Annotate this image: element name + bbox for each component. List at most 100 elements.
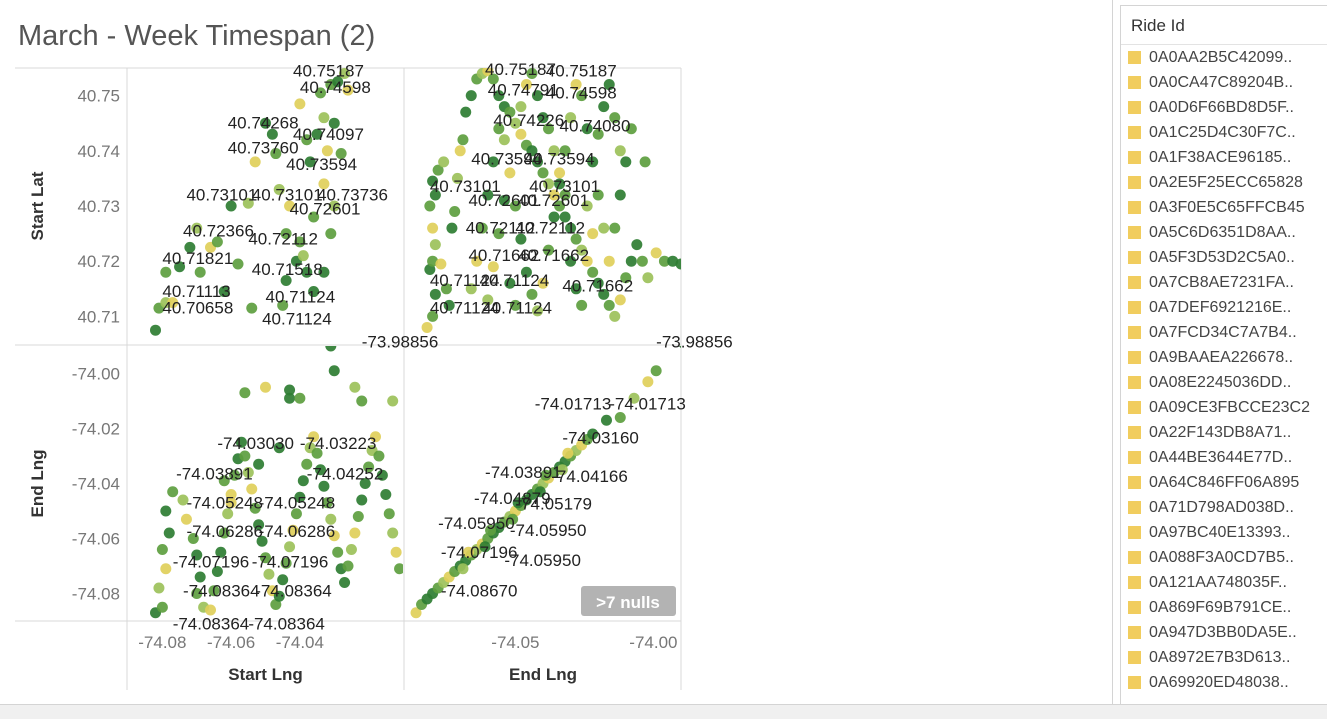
legend-item[interactable]: 0A7DEF6921216E.. bbox=[1121, 295, 1327, 320]
bottom-scrollbar[interactable] bbox=[0, 704, 1327, 719]
nulls-badge[interactable] bbox=[581, 586, 676, 616]
scatter-point[interactable] bbox=[421, 321, 433, 333]
scatter-point[interactable] bbox=[614, 412, 626, 423]
scatter-point[interactable] bbox=[509, 299, 521, 311]
scatter-point[interactable] bbox=[592, 277, 604, 289]
scatter-point[interactable] bbox=[211, 566, 223, 577]
scatter-point[interactable] bbox=[308, 286, 320, 298]
scatter-point[interactable] bbox=[512, 497, 524, 509]
scatter-point[interactable] bbox=[543, 123, 555, 135]
scatter-point[interactable] bbox=[160, 563, 172, 575]
scatter-point[interactable] bbox=[239, 450, 251, 462]
scatter-point[interactable] bbox=[256, 535, 268, 547]
legend-item[interactable]: 0A64C846FF06A895 bbox=[1121, 470, 1327, 495]
scatter-point[interactable] bbox=[342, 560, 354, 572]
scatter-point[interactable] bbox=[471, 255, 483, 267]
scatter-point[interactable] bbox=[678, 338, 689, 349]
scatter-point[interactable] bbox=[363, 461, 375, 473]
scatter-point[interactable] bbox=[600, 414, 612, 426]
scatter-point[interactable] bbox=[260, 552, 271, 564]
scatter-point[interactable] bbox=[520, 79, 532, 91]
scatter-point[interactable] bbox=[294, 98, 306, 110]
scatter-point[interactable] bbox=[515, 233, 527, 245]
legend-list[interactable]: 0A0AA2B5C42099.. 0A0CA47C89204B.. 0A0D6F66… bbox=[1121, 45, 1327, 695]
scatter-point[interactable] bbox=[284, 384, 296, 396]
scatter-point[interactable] bbox=[222, 508, 234, 520]
scatter-point[interactable] bbox=[225, 200, 237, 212]
scatter-point[interactable] bbox=[160, 266, 172, 278]
scatter-point[interactable] bbox=[191, 222, 203, 234]
scatter-point[interactable] bbox=[332, 546, 344, 558]
scatter-point[interactable] bbox=[328, 200, 340, 212]
scatter-point[interactable] bbox=[598, 288, 610, 300]
scatter-point[interactable] bbox=[556, 464, 568, 476]
scatter-point[interactable] bbox=[650, 365, 662, 377]
legend-item[interactable]: 0A121AA748035F.. bbox=[1121, 570, 1327, 595]
scatter-point[interactable] bbox=[482, 294, 494, 306]
scatter-point[interactable] bbox=[526, 145, 538, 157]
scatter-point[interactable] bbox=[284, 541, 296, 553]
scatter-point[interactable] bbox=[451, 172, 463, 184]
scatter-point[interactable] bbox=[548, 189, 560, 201]
scatter-point[interactable] bbox=[297, 250, 309, 262]
scatter-point[interactable] bbox=[424, 200, 436, 212]
scatter-point[interactable] bbox=[559, 145, 571, 157]
scatter-point[interactable] bbox=[160, 505, 172, 517]
scatter-point[interactable] bbox=[487, 73, 499, 85]
scatter-point[interactable] bbox=[376, 469, 388, 481]
scatter-point[interactable] bbox=[581, 200, 593, 212]
scatter-point[interactable] bbox=[498, 134, 510, 146]
scatter-point[interactable] bbox=[339, 577, 351, 588]
scatter-point[interactable] bbox=[191, 549, 203, 561]
scatter-point[interactable] bbox=[318, 178, 330, 190]
legend-item[interactable]: 0A08E2245036DD.. bbox=[1121, 370, 1327, 395]
scatter-point[interactable] bbox=[482, 65, 494, 77]
scatter-point[interactable] bbox=[625, 123, 637, 135]
legend-item[interactable]: 0A71D798AD038D.. bbox=[1121, 495, 1327, 520]
scatter-point[interactable] bbox=[180, 513, 192, 525]
legend-item[interactable]: 0A22F143DB8A71.. bbox=[1121, 420, 1327, 445]
scatter-point[interactable] bbox=[628, 392, 640, 404]
scatter-point[interactable] bbox=[537, 277, 549, 289]
scatter-point[interactable] bbox=[325, 341, 337, 352]
scatter-point[interactable] bbox=[565, 112, 577, 124]
scatter-point[interactable] bbox=[383, 508, 395, 520]
legend-item[interactable]: 0A0CA47C89204B.. bbox=[1121, 70, 1327, 95]
scatter-point[interactable] bbox=[576, 299, 588, 311]
scatter-point[interactable] bbox=[636, 255, 648, 267]
legend-item[interactable]: 0A2E5F25ECC65828 bbox=[1121, 170, 1327, 195]
scatter-point[interactable] bbox=[587, 266, 599, 278]
legend-item[interactable]: 0A0D6F66BD8D5F.. bbox=[1121, 95, 1327, 120]
scatter-point[interactable] bbox=[332, 76, 344, 88]
scatter-point[interactable] bbox=[565, 222, 577, 234]
scatter-point[interactable] bbox=[487, 261, 499, 273]
scatter-point[interactable] bbox=[543, 244, 555, 256]
scatter-point[interactable] bbox=[304, 156, 316, 168]
scatter-point[interactable] bbox=[548, 145, 560, 157]
scatter-point[interactable] bbox=[301, 134, 313, 146]
legend-item[interactable]: 0A0AA2B5C42099.. bbox=[1121, 45, 1327, 70]
scatter-point[interactable] bbox=[370, 431, 381, 443]
legend-item[interactable]: 0A44BE3644E77D.. bbox=[1121, 445, 1327, 470]
scatter-point[interactable] bbox=[225, 497, 237, 509]
scatter-point[interactable] bbox=[493, 90, 505, 102]
scatter-point[interactable] bbox=[592, 189, 604, 201]
scatter-point[interactable] bbox=[356, 395, 368, 407]
scatter-point[interactable] bbox=[440, 283, 452, 295]
scatter-point[interactable] bbox=[581, 255, 593, 267]
legend-item[interactable]: 0A947D3BB0DA5E.. bbox=[1121, 620, 1327, 645]
scatter-point[interactable] bbox=[315, 464, 326, 476]
scatter-point[interactable] bbox=[675, 258, 687, 270]
scatter-point[interactable] bbox=[194, 266, 206, 278]
scatter-point[interactable] bbox=[427, 175, 439, 187]
scatter-point[interactable] bbox=[559, 189, 571, 201]
scatter-point[interactable] bbox=[345, 544, 357, 555]
scatter-point[interactable] bbox=[554, 200, 566, 212]
scatter-point[interactable] bbox=[284, 392, 296, 404]
legend-item[interactable]: 0A9BAAEA226678.. bbox=[1121, 345, 1327, 370]
scatter-point[interactable] bbox=[609, 310, 621, 322]
scatter-point[interactable] bbox=[232, 258, 244, 270]
scatter-point[interactable] bbox=[301, 458, 313, 470]
scatter-point[interactable] bbox=[280, 228, 292, 240]
scatter-point[interactable] bbox=[273, 183, 285, 195]
